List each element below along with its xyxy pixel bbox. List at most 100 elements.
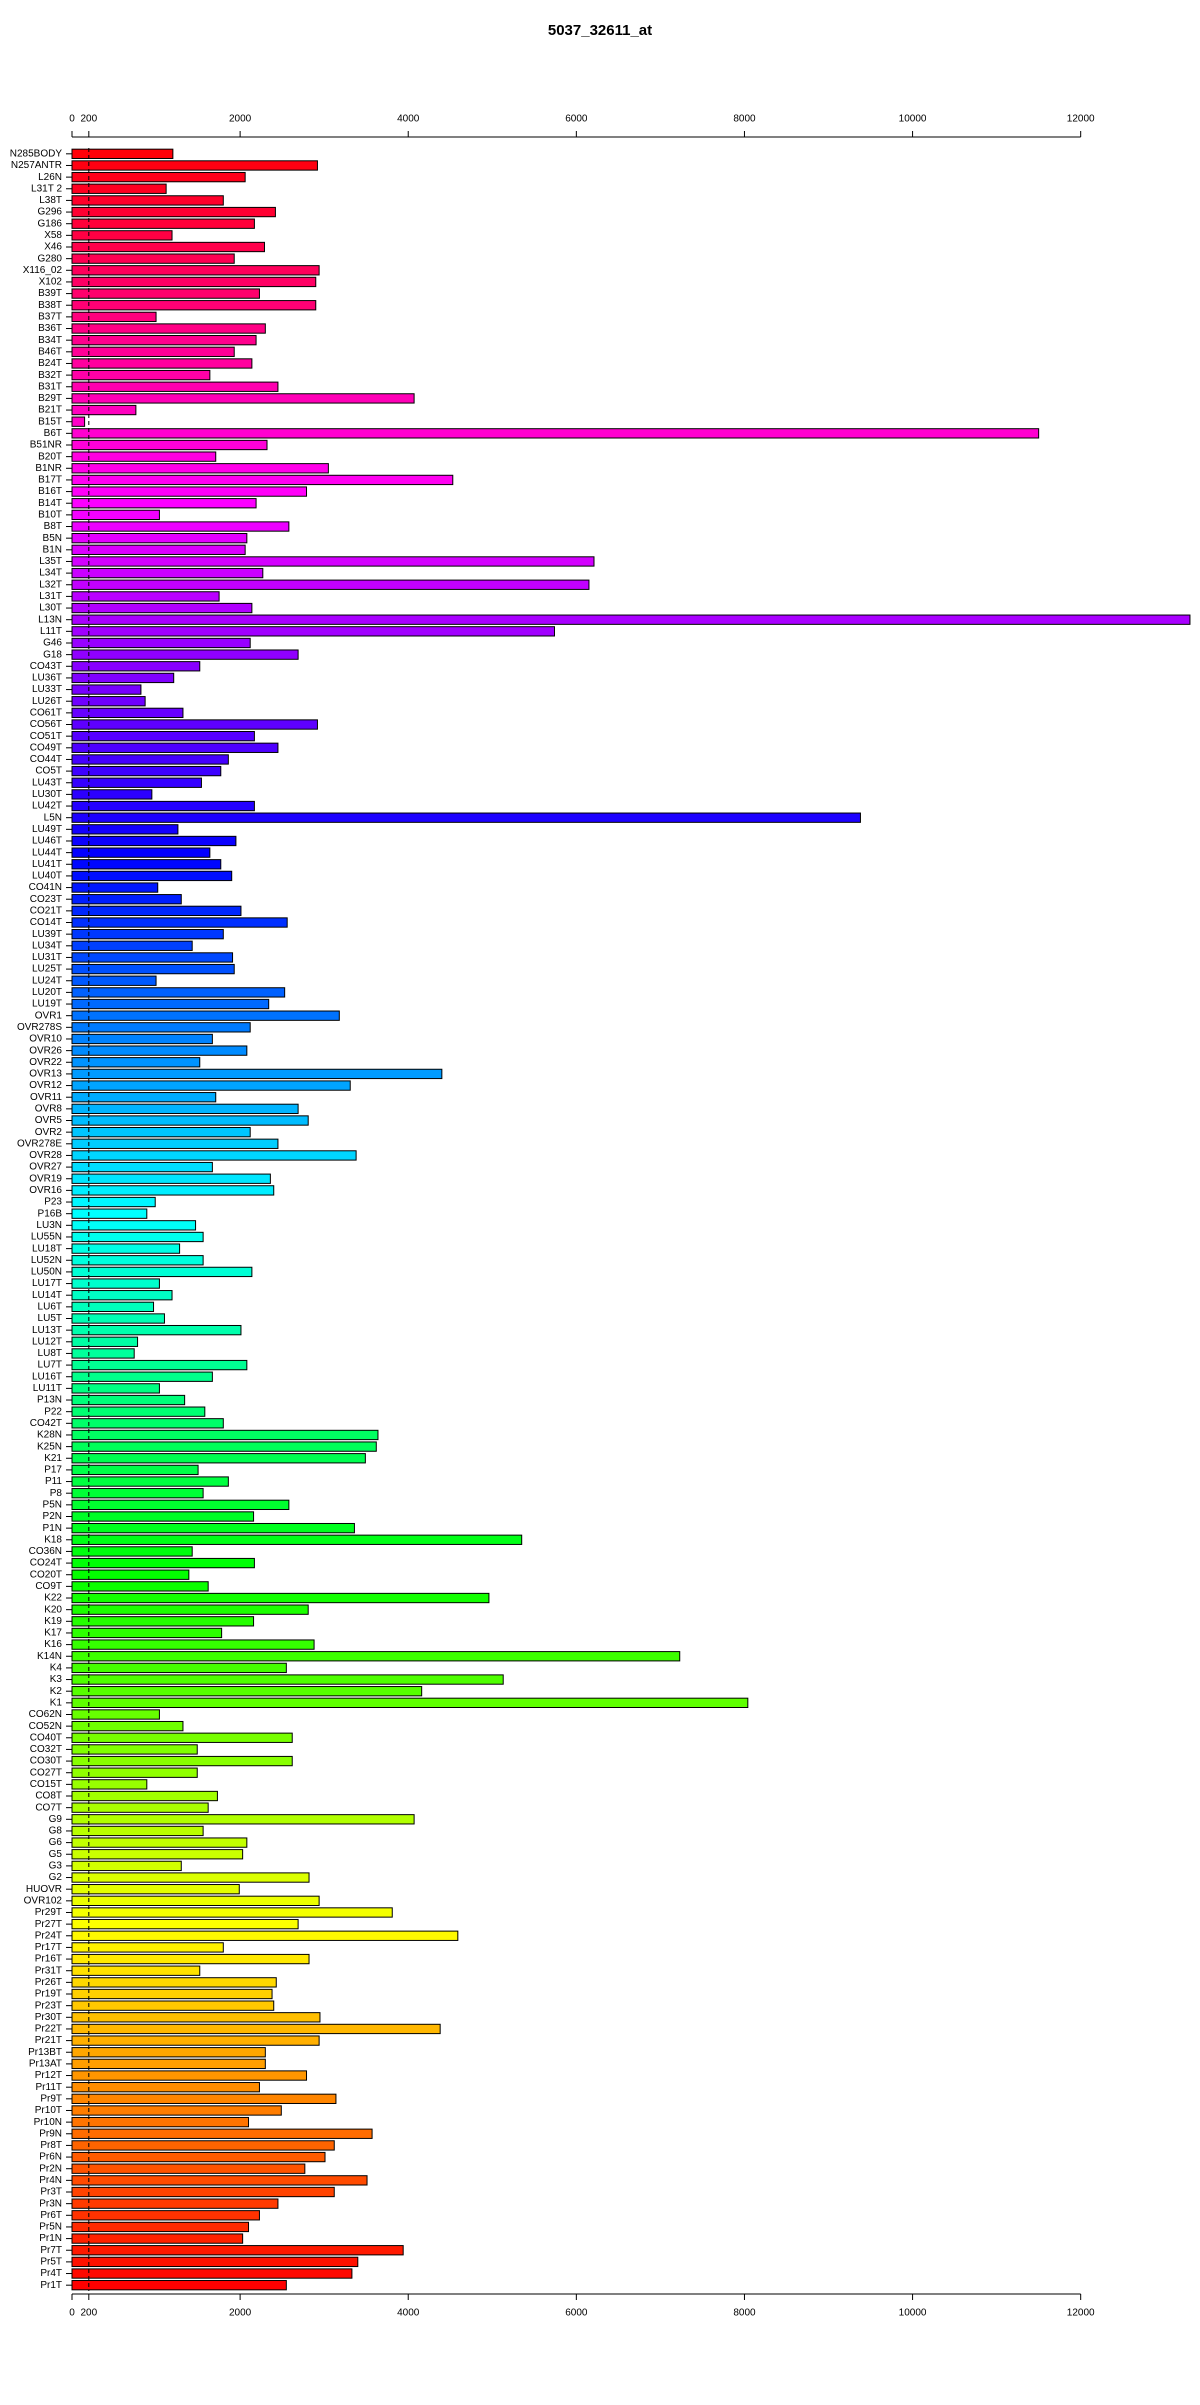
bar bbox=[71, 2000, 275, 2011]
y-tick-label: Pr5T bbox=[40, 2257, 62, 2268]
bar bbox=[71, 1930, 459, 1941]
bar bbox=[71, 1476, 229, 1487]
y-tick-label: B14T bbox=[38, 498, 62, 509]
y-tick-label: LU18T bbox=[32, 1243, 62, 1254]
bar bbox=[71, 719, 318, 730]
y-tick-label: B51NR bbox=[30, 440, 62, 451]
bar bbox=[71, 1266, 253, 1278]
bar bbox=[71, 1697, 749, 1708]
x-tick-label: 12000 bbox=[1067, 2308, 1095, 2319]
bar bbox=[71, 998, 270, 1010]
y-tick-label: OVR278E bbox=[17, 1138, 62, 1149]
y-tick-label: CO62N bbox=[29, 1709, 62, 1720]
y-tick-label: P5N bbox=[43, 1499, 62, 1510]
bar bbox=[71, 742, 279, 753]
y-tick-label: LU50N bbox=[31, 1267, 62, 1278]
bar bbox=[71, 1348, 135, 1359]
y-tick-label: OVR8 bbox=[35, 1103, 63, 1114]
y-tick-label: P17 bbox=[44, 1465, 62, 1476]
y-tick-label: G9 bbox=[49, 1814, 63, 1825]
y-tick-label: B37T bbox=[38, 312, 62, 323]
y-tick-label: N285BODY bbox=[10, 148, 63, 159]
y-tick-label: LU25T bbox=[32, 964, 62, 975]
bar bbox=[71, 1720, 184, 1732]
bar bbox=[71, 626, 555, 637]
y-tick-label: K16 bbox=[44, 1639, 62, 1650]
bar bbox=[71, 1196, 156, 1208]
y-tick-label: B1N bbox=[43, 544, 62, 555]
bar bbox=[71, 1674, 504, 1685]
bar bbox=[71, 1942, 224, 1953]
y-tick-label: LU41T bbox=[32, 859, 62, 870]
y-tick-label: OVR10 bbox=[29, 1034, 62, 1045]
y-tick-label: Pr3N bbox=[39, 2198, 62, 2209]
bar bbox=[71, 1301, 155, 1313]
y-tick-label: CO32T bbox=[30, 1744, 62, 1755]
y-tick-label: Pr8T bbox=[40, 2140, 62, 2151]
y-tick-label: K2 bbox=[50, 1686, 63, 1697]
y-tick-label: LU6T bbox=[38, 1301, 62, 1312]
y-tick-label: OVR11 bbox=[30, 1092, 62, 1103]
bar bbox=[71, 1453, 366, 1464]
bar bbox=[71, 754, 229, 765]
y-tick-label: B8T bbox=[44, 521, 62, 532]
bar bbox=[71, 1488, 204, 1499]
y-tick-label: CO52N bbox=[29, 1721, 62, 1732]
bar bbox=[71, 2082, 260, 2093]
y-tick-label: Pr10N bbox=[34, 2117, 62, 2128]
bar bbox=[71, 1569, 190, 1580]
y-tick-label: OVR22 bbox=[29, 1057, 62, 1068]
y-tick-label: K21 bbox=[44, 1453, 62, 1464]
y-tick-label: Pr1T bbox=[40, 2280, 62, 2291]
y-tick-label: K4 bbox=[50, 1663, 63, 1674]
y-tick-label: P16B bbox=[38, 1208, 63, 1219]
y-tick-label: LU20T bbox=[32, 987, 62, 998]
bar bbox=[71, 2070, 308, 2081]
bar bbox=[71, 1161, 213, 1173]
bar bbox=[71, 393, 415, 404]
y-tick-label: Pr9N bbox=[39, 2128, 62, 2139]
y-tick-label: B10T bbox=[38, 510, 62, 521]
y-tick-label: LU13T bbox=[32, 1325, 62, 1336]
y-tick-label: CO7T bbox=[35, 1802, 62, 1813]
bar bbox=[71, 241, 265, 253]
x-tick-label: 12000 bbox=[1067, 114, 1095, 125]
bar bbox=[71, 346, 235, 357]
y-tick-label: Pr31T bbox=[35, 1965, 62, 1976]
y-tick-label: G186 bbox=[38, 218, 63, 229]
y-tick-label: B17T bbox=[38, 475, 62, 486]
bar bbox=[71, 2116, 250, 2128]
y-tick-label: X116_02 bbox=[23, 265, 63, 276]
y-tick-label: OVR26 bbox=[29, 1045, 62, 1056]
y-tick-label: LU19T bbox=[32, 999, 62, 1010]
bar bbox=[71, 870, 233, 882]
y-tick-label: K19 bbox=[44, 1616, 62, 1627]
bar bbox=[71, 2140, 335, 2151]
y-tick-label: L30T bbox=[39, 603, 62, 614]
y-tick-label: CO30T bbox=[30, 1756, 62, 1767]
y-tick-label: CO20T bbox=[30, 1569, 62, 1580]
bar bbox=[71, 1336, 139, 1347]
y-tick-label: CO14T bbox=[30, 917, 62, 928]
bar bbox=[71, 661, 201, 672]
y-tick-label: L5N bbox=[44, 812, 62, 823]
y-tick-label: B39T bbox=[38, 288, 62, 299]
bar bbox=[71, 381, 279, 392]
y-tick-label: OVR12 bbox=[29, 1080, 62, 1091]
bar bbox=[71, 1662, 287, 1674]
bar bbox=[71, 1616, 255, 1627]
y-tick-label: B20T bbox=[38, 451, 62, 462]
y-tick-label: Pr4N bbox=[39, 2175, 62, 2186]
y-tick-label: LU42T bbox=[32, 801, 62, 812]
bar bbox=[71, 847, 211, 858]
bar bbox=[71, 1231, 204, 1243]
y-tick-label: CO40T bbox=[30, 1732, 62, 1743]
y-tick-label: K1 bbox=[50, 1697, 63, 1708]
bar bbox=[71, 1732, 293, 1743]
y-tick-label: G296 bbox=[38, 207, 63, 218]
y-tick-label: CO9T bbox=[35, 1581, 62, 1592]
bar bbox=[71, 2058, 266, 2070]
x-tick-label: 6000 bbox=[565, 2308, 588, 2319]
y-tick-label: B1NR bbox=[35, 463, 62, 474]
bar bbox=[71, 160, 318, 171]
